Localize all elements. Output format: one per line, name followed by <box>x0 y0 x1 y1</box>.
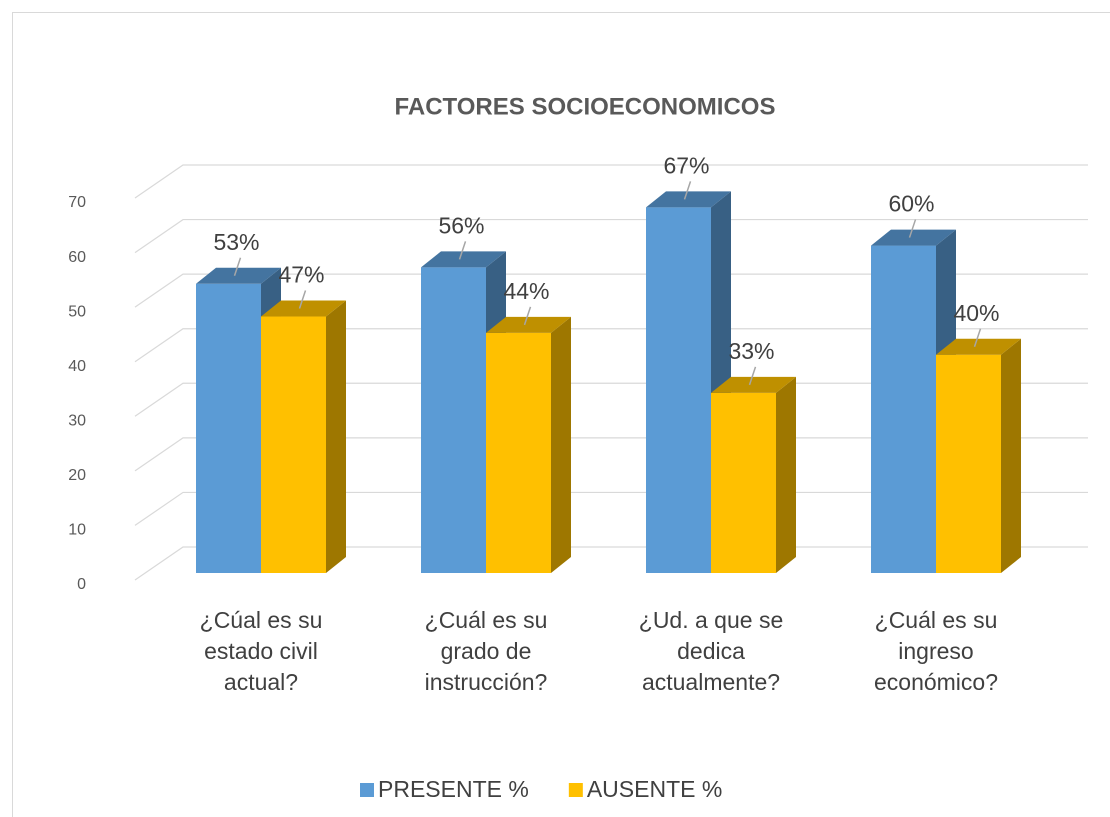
y-tick-label: 60 <box>68 249 86 266</box>
leader-line <box>523 306 532 326</box>
y-tick-label: 0 <box>77 576 86 593</box>
x-tick-label: ¿Cúal es su estado civil actual? <box>200 607 323 695</box>
x-tick-label: ¿Cuál es su grado de instrucción? <box>425 607 548 695</box>
x-tick-label-line: grado de <box>441 638 532 664</box>
bar-top <box>261 300 346 317</box>
x-tick-label-line: ¿Cuál es su <box>875 607 998 633</box>
bar-top <box>486 316 571 333</box>
grid-line <box>134 273 1088 308</box>
bar-front <box>421 267 486 573</box>
leader-line <box>298 290 307 309</box>
y-tick-label: 50 <box>68 303 86 320</box>
x-tick-label: ¿Cuál es su ingreso económico? <box>874 607 998 695</box>
bar-front <box>196 283 261 573</box>
chart-title: FACTORES SOCIOECONOMICOS <box>395 93 776 120</box>
leader-line <box>908 219 917 238</box>
data-label: 56% <box>438 212 484 238</box>
bar-side <box>776 376 796 573</box>
data-label: 40% <box>953 300 999 326</box>
legend-swatch <box>360 783 374 797</box>
x-tick-label-line: actualmente? <box>642 669 780 695</box>
x-tick-label-line: ingreso <box>898 638 973 664</box>
bar-top <box>871 229 956 246</box>
legend-label: AUSENTE % <box>587 776 722 802</box>
leader-line <box>233 257 242 277</box>
y-tick-label: 30 <box>68 413 86 430</box>
leader-line <box>748 366 757 386</box>
bar-front <box>871 245 936 574</box>
bar-front <box>261 316 326 573</box>
bar-side <box>326 300 346 573</box>
data-label: 60% <box>888 191 934 217</box>
bar-top <box>936 338 1021 355</box>
x-tick-label-line: instrucción? <box>425 669 548 695</box>
data-label: 53% <box>213 229 259 255</box>
x-tick-label-line: estado civil <box>204 638 318 664</box>
bar-front <box>646 207 711 573</box>
y-tick-label: 10 <box>68 522 86 539</box>
legend-label: PRESENTE % <box>378 776 529 802</box>
bar-front <box>486 332 551 573</box>
data-label: 47% <box>278 262 324 288</box>
bar-top <box>196 267 281 284</box>
y-tick-label: 20 <box>68 467 86 484</box>
bar-side <box>551 316 571 573</box>
data-label: 44% <box>503 278 549 304</box>
bar-front <box>711 392 776 573</box>
bar-top <box>711 376 796 393</box>
x-tick-label-line: ¿Cuál es su <box>425 607 548 633</box>
x-tick-label-line: ¿Ud. a que se <box>639 607 783 633</box>
bar-top <box>646 191 731 208</box>
bar-front <box>936 354 1001 573</box>
leader-line <box>683 181 692 200</box>
grid-line <box>134 218 1088 254</box>
x-tick-label-line: ¿Cúal es su <box>200 607 323 633</box>
x-tick-label-line: actual? <box>224 669 298 695</box>
x-tick-label: ¿Ud. a que se dedica actualmente? <box>639 607 783 695</box>
y-tick-label: 40 <box>68 358 86 375</box>
bar-top <box>421 251 506 268</box>
legend-swatch <box>568 783 583 797</box>
leader-line <box>458 241 467 260</box>
grid-line <box>134 328 1088 363</box>
grid-line <box>134 164 1088 199</box>
data-label: 33% <box>728 338 774 364</box>
x-tick-label-line: dedica <box>677 638 745 664</box>
y-tick-label: 70 <box>68 194 86 211</box>
data-label: 67% <box>663 152 709 178</box>
bar-side <box>1001 338 1021 573</box>
leader-line <box>973 328 982 347</box>
x-tick-label-line: económico? <box>874 669 998 695</box>
